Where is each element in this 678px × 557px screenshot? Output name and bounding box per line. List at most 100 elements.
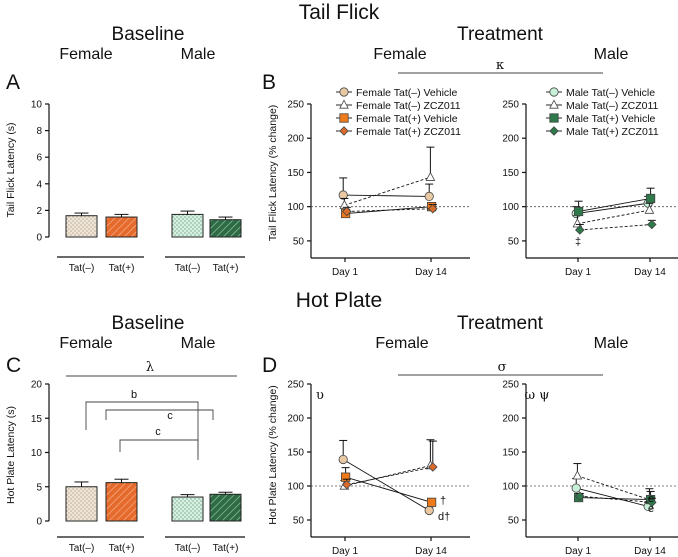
chart-c-category-label-0: Tat(–)	[69, 543, 95, 554]
chart-c-ytick-label-4: 20	[31, 380, 43, 391]
y-axis-title-c: Hot Plate Latency (s)	[5, 406, 17, 504]
chart-a-bar-1	[105, 216, 138, 238]
chart-d-male-ytick-label-0: 50	[508, 516, 520, 527]
chart-d-male-point-0-0	[571, 483, 581, 493]
chart-d-male-series-line-0	[576, 487, 649, 507]
group-label-a-female: Female	[59, 46, 112, 63]
legend-male-marker-2	[549, 113, 559, 123]
legend-male-3: Male Tat(+) ZCZ011	[566, 126, 659, 138]
chart-c-ytick-label-3: 15	[31, 414, 43, 425]
chart-b-female-series-line-3	[346, 208, 433, 212]
legend-female-marker-1	[339, 99, 349, 109]
chart-d-female-ytick-label-0: 50	[293, 516, 305, 527]
chart-d-male-point-3-1	[647, 497, 657, 508]
bracket-b	[85, 401, 199, 460]
chart-b-male-ytick-label-0: 50	[508, 236, 520, 247]
chart-b-male-xtick-label-0: Day 1	[565, 267, 592, 278]
legend-male-0: Male Tat(–) Vehicle	[566, 87, 655, 99]
tail-flick-title: Tail Flick	[299, 1, 380, 24]
legend-male: Male Tat(–) Vehicle Male Tat(–) ZCZ011 M…	[546, 87, 659, 138]
annotation-b: b	[131, 389, 137, 401]
panel-label-d: D	[262, 354, 277, 377]
chart-b-male-series-line-1	[577, 209, 650, 225]
chart-b-female-point-1-1	[425, 171, 436, 181]
legend-female-2: Female Tat(+) Vehicle	[356, 113, 458, 125]
legend-male-marker-0	[549, 87, 559, 97]
panel-label-a: A	[6, 71, 20, 94]
chart-d-male-ytick-label-3: 200	[502, 414, 519, 425]
chart-d-female-point-0-1	[424, 505, 434, 516]
annotation-omega-psi: ω ψ	[525, 388, 550, 403]
chart-a-bar-2	[171, 213, 204, 238]
chart-b-male-series-line-3	[579, 224, 652, 231]
chart-d-male-ytick-label-2: 150	[502, 448, 519, 459]
chart-d-male-xtick-label-1: Day 14	[634, 546, 666, 557]
legend-female: Female Tat(–) Vehicle Female Tat(–) ZCZ0…	[336, 87, 461, 138]
chart-d-male-xtick-label-0: Day 1	[565, 546, 592, 557]
chart-d-layer: 50 100 150 200 250 Day 1 Day 14 50 100 150 200 250 D…	[287, 380, 678, 557]
chart-b-male-point-2-1	[646, 193, 656, 204]
annotation-upsilon: υ	[316, 388, 324, 403]
chart-d-male-ytick-label-4: 250	[502, 380, 519, 391]
chart-b-female-xtick-label-0: Day 1	[332, 267, 359, 278]
bracket-c-lower	[119, 439, 199, 455]
chart-d-male-series-line-1	[577, 475, 650, 501]
legend-female-marker-3	[339, 126, 349, 136]
chart-b-female-point-3-1	[428, 203, 438, 214]
chart-b-female-series-line-0	[343, 194, 430, 197]
chart-d-female-point-3-1	[428, 462, 438, 472]
chart-d-female-ytick-label-1: 100	[287, 482, 304, 493]
chart-d-female-xtick-label-0: Day 1	[332, 546, 359, 557]
group-label-b-female: Female	[373, 46, 426, 63]
chart-b-female-point-3-0	[342, 206, 352, 217]
panel-label-b: B	[262, 71, 276, 94]
chart-d-female-series-line-2	[345, 476, 432, 503]
annotation-e-lower: e	[648, 503, 654, 515]
chart-b-female-xtick-label-1: Day 14	[415, 267, 447, 278]
chart-c-layer: 0 5 10 15 20 Tat(–) Tat(+) Tat(–) Tat(+)	[31, 380, 245, 554]
annotation-double-dagger: ‡	[575, 236, 581, 248]
chart-b-female-point-0-1	[424, 191, 434, 201]
chart-d-female-point-0-0	[338, 454, 348, 465]
chart-d-female-point-2-0	[340, 472, 351, 482]
legend-male-marker-3	[549, 126, 559, 136]
chart-a-category-label-2: Tat(–)	[175, 263, 201, 274]
chart-b-female-ytick-label-3: 200	[287, 134, 304, 145]
chart-b-female-ytick-label-2: 150	[287, 168, 304, 179]
annotation-dagger: †	[440, 495, 446, 507]
annotation-lambda: λ	[146, 360, 154, 375]
legend-male-1: Male Tat(–) ZCZ011	[566, 100, 659, 112]
chart-d-female-series-line-0	[342, 459, 430, 511]
y-axis-title-d: Hot Plate Latency (% change)	[267, 385, 279, 525]
legend-female-1: Female Tat(–) ZCZ011	[356, 100, 461, 112]
chart-c-bar-3	[209, 493, 242, 522]
chart-c-ytick-label-1: 5	[36, 482, 42, 493]
chart-d-female-ytick-label-2: 150	[287, 448, 304, 459]
chart-b-male-xtick-label-1: Day 14	[634, 267, 666, 278]
chart-b-female-ytick-label-0: 50	[293, 236, 305, 247]
chart-a-category-label-3: Tat(+)	[213, 263, 239, 274]
chart-d-male-point-1-0	[572, 470, 583, 480]
baseline-label-top: Baseline	[112, 24, 185, 45]
group-label-d-female: Female	[375, 335, 428, 352]
annotation-e-upper: e	[648, 493, 654, 505]
chart-b-female-ytick-label-1: 100	[287, 202, 304, 213]
annotation-sigma: σ	[498, 360, 507, 375]
chart-d-female-point-3-0	[342, 479, 352, 490]
legend-male-marker-1	[549, 99, 559, 109]
chart-b-male-ytick-label-1: 100	[502, 202, 519, 213]
chart-d-female-ytick-label-3: 200	[287, 414, 304, 425]
group-label-b-male: Male	[594, 46, 629, 63]
annotation-kappa: κ	[496, 58, 504, 73]
chart-b-layer: 50 100 150 200 250 Day 1 Day 14 50 100 150 200 250 D…	[287, 100, 678, 278]
chart-d-female-xtick-label-1: Day 14	[415, 546, 447, 557]
chart-a-category-label-0: Tat(–)	[69, 263, 95, 274]
chart-d-female-point-2-1	[426, 497, 437, 507]
chart-b-male-ytick-label-3: 200	[502, 134, 519, 145]
chart-a-ytick-label-5: 10	[31, 100, 43, 111]
group-label-c-female: Female	[59, 335, 112, 352]
chart-b-female-point-0-0	[338, 190, 348, 200]
chart-b-male-point-2-0	[574, 206, 584, 217]
chart-b-male-series-line-2	[578, 198, 651, 212]
